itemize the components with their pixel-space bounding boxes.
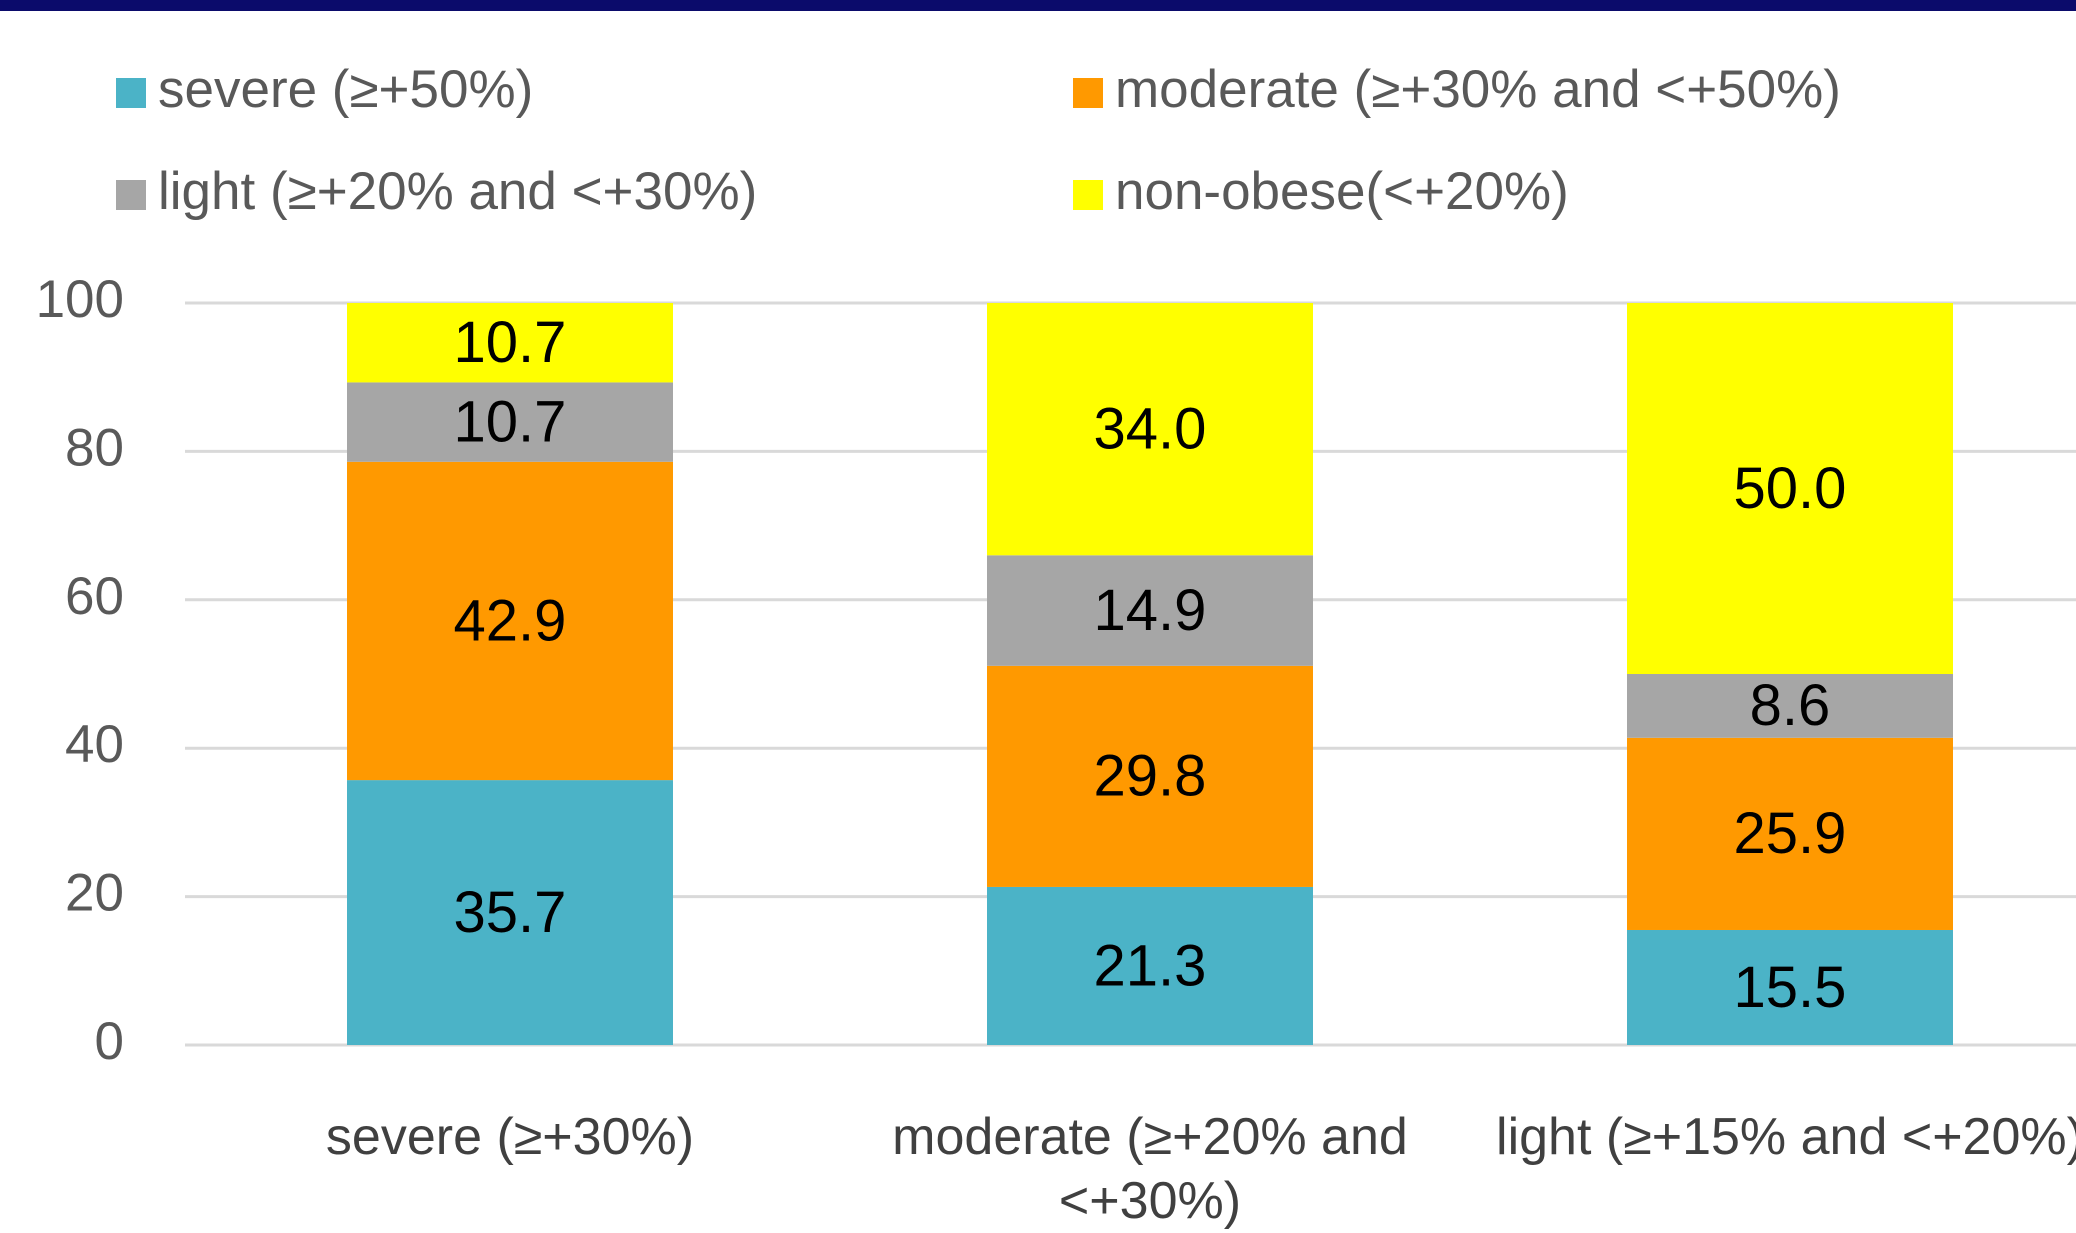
x-tick-label: light (≥+15% and <+20%) (1496, 1108, 2076, 1166)
bar-segment (987, 665, 1313, 887)
value-label: 15.5 (1734, 955, 1847, 1020)
bar-segment (347, 303, 673, 383)
value-label: 50.0 (1734, 456, 1847, 521)
legend-swatch (1073, 78, 1103, 108)
bar-segment (987, 555, 1313, 666)
legend-swatch (1073, 180, 1103, 210)
value-label: 29.8 (1094, 744, 1207, 809)
legend-label: non-obese(<+20%) (1115, 162, 1569, 221)
y-tick-label: 0 (95, 1012, 124, 1071)
value-label: 8.6 (1750, 673, 1831, 738)
y-tick-label: 100 (36, 270, 124, 329)
y-tick-label: 40 (65, 715, 124, 774)
bar-segment (1627, 929, 1953, 1045)
legend-swatch (116, 180, 146, 210)
value-label: 10.7 (454, 389, 567, 454)
value-label: 25.9 (1734, 801, 1847, 866)
bar-segment (347, 382, 673, 462)
bar-segment (987, 303, 1313, 556)
bar-segment (1627, 737, 1953, 930)
bar-segment (1627, 303, 1953, 674)
bar-segment (1627, 674, 1953, 738)
y-tick-label: 80 (65, 418, 124, 477)
x-tick-label: severe (≥+30%) (325, 1108, 695, 1166)
value-label: 34.0 (1094, 396, 1207, 461)
y-tick-label: 60 (65, 567, 124, 626)
y-tick-label: 20 (65, 864, 124, 923)
legend-swatch (116, 78, 146, 108)
value-label: 21.3 (1094, 933, 1207, 998)
bar-segment (347, 780, 673, 1045)
value-label: 35.7 (454, 880, 567, 945)
value-label: 42.9 (454, 588, 567, 653)
value-label: 10.7 (454, 310, 567, 375)
legend-label: moderate (≥+30% and <+50%) (1115, 60, 1841, 119)
bar-segment (347, 461, 673, 781)
legend-label: light (≥+20% and <+30%) (158, 162, 757, 221)
x-tick-label: moderate (≥+20% and <+30%) (892, 1108, 1408, 1230)
bar-segment (987, 886, 1313, 1045)
legend-label: severe (≥+50%) (158, 60, 533, 119)
header-band (0, 0, 2076, 11)
value-label: 14.9 (1094, 578, 1207, 643)
